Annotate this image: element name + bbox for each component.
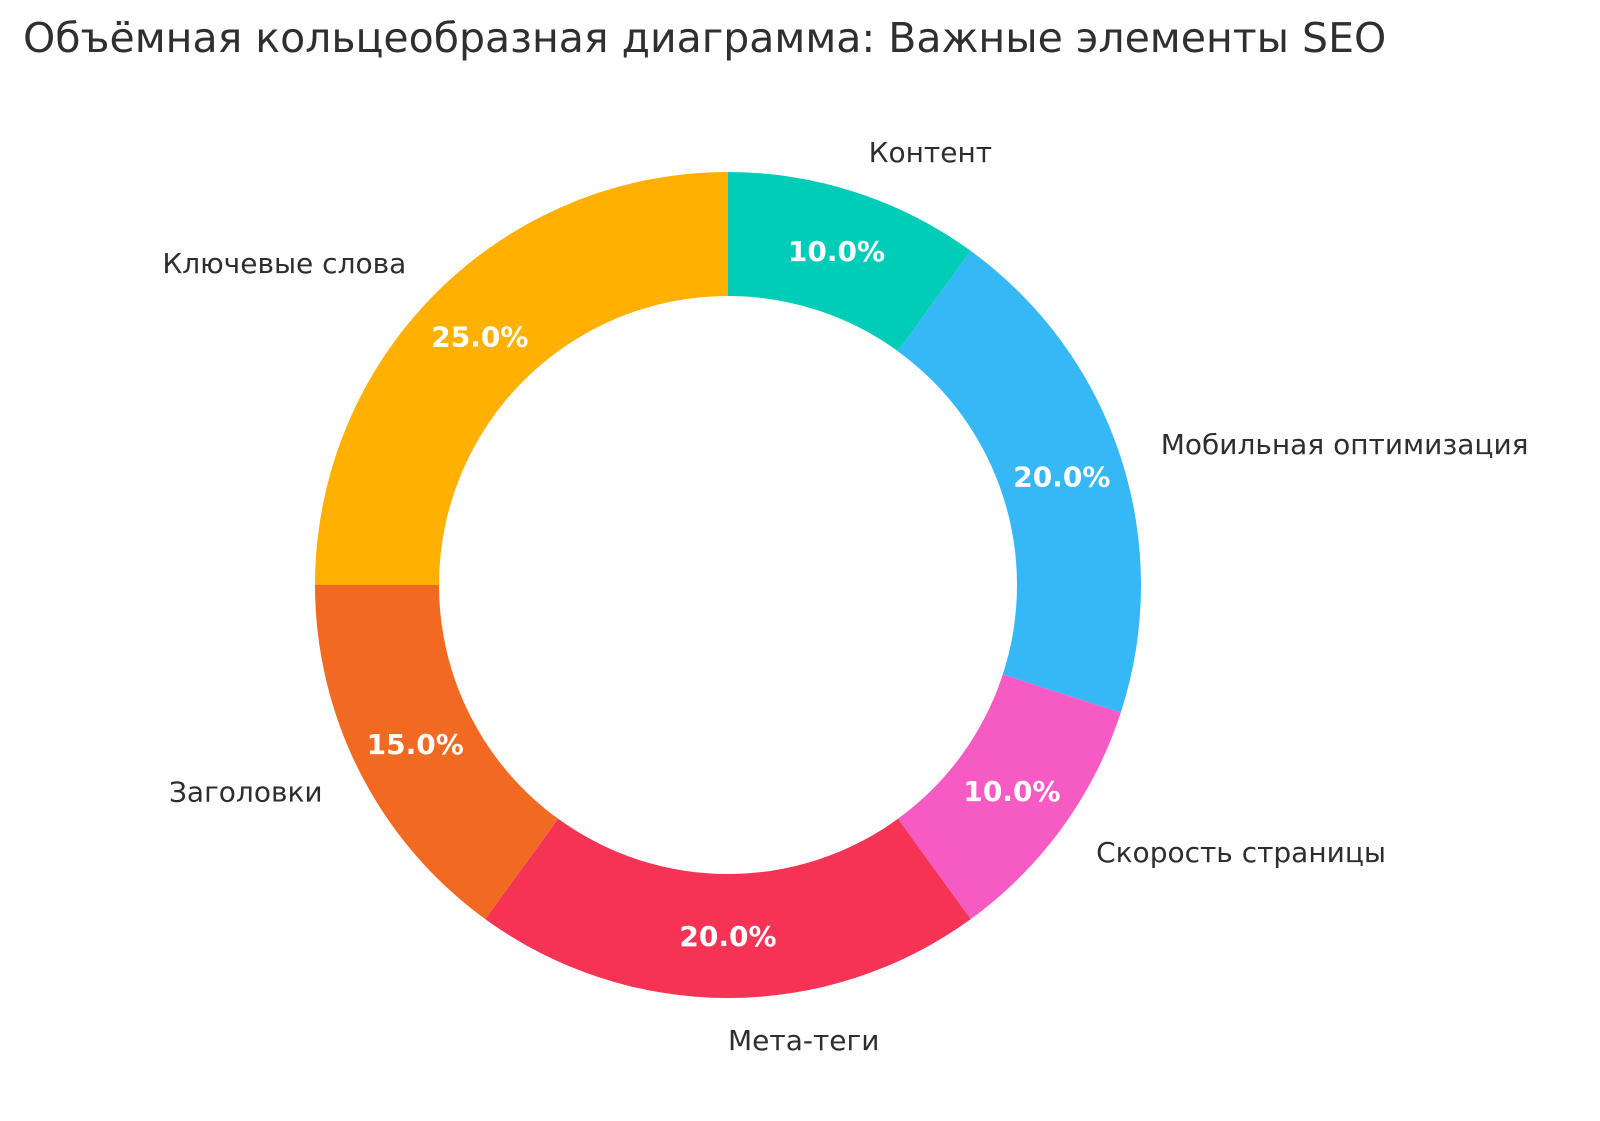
slice-percent-label-2: 20.0% (1013, 460, 1110, 493)
slice-category-label-2: Мобильная оптимизация (1161, 428, 1529, 461)
donut-slice-1[interactable] (728, 172, 971, 352)
slice-category-label-1: Контент (869, 136, 992, 169)
slice-percent-label-3: 10.0% (963, 775, 1060, 808)
slice-percent-label-5: 15.0% (367, 728, 464, 761)
chart-title: Объёмная кольцеобразная диаграмма: Важны… (23, 14, 1387, 62)
slice-percent-label-1: 10.0% (788, 235, 885, 268)
slice-category-label-5: Заголовки (169, 775, 323, 808)
donut-slice-3[interactable] (897, 674, 1121, 920)
slice-percent-label-4: 20.0% (679, 920, 776, 953)
donut-slice-2[interactable] (897, 250, 1142, 713)
slice-category-label-3: Скорость страницы (1096, 836, 1386, 869)
slice-category-label-6: Ключевые слова (162, 247, 406, 280)
slice-category-label-4: Мета-теги (728, 1024, 879, 1057)
donut-slice-4[interactable] (485, 818, 971, 998)
donut-slice-6[interactable] (315, 172, 728, 585)
donut-slice-5[interactable] (315, 585, 559, 920)
slice-percent-label-6: 25.0% (431, 321, 528, 354)
